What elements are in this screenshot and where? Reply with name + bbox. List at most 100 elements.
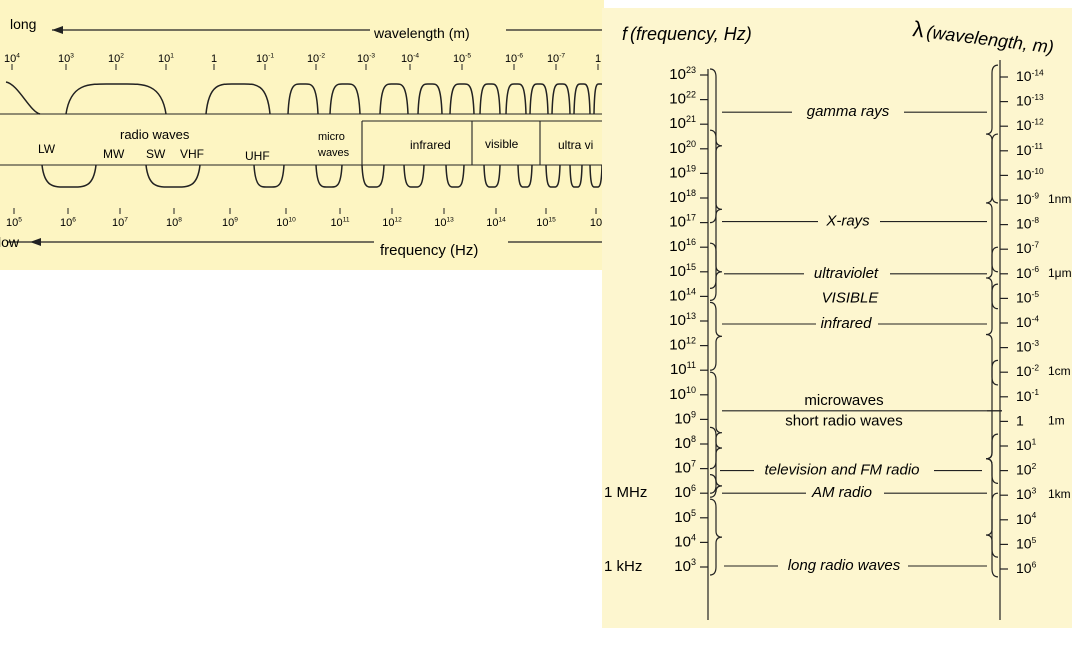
wavelength-scale-label: 10-1 [1016,387,1039,404]
spectrum-scale-diagram: f (frequency, Hz) λ(wavelength, m) 1023 10… [604,16,1072,620]
wavelength-scale-label: 10-6 [1016,264,1039,281]
micro-label: micro [318,131,345,143]
frequency-brace [709,426,723,470]
wavelength-scale-label: 103 [1016,486,1037,503]
frequency-brace [709,474,723,498]
frequency-brace [709,371,723,494]
frequency-tick-label: 1013 [434,217,454,229]
frequency-scale-label: 107 [674,459,696,477]
frequency-scale-label: 1012 [669,336,696,354]
arrow-left-icon [30,238,41,246]
frequency-tick-label: 109 [222,217,238,229]
frequency-scale-label: 1017 [669,213,696,231]
wavelength-scale-label: 10-10 [1016,166,1044,183]
frequency-scale-label: 103 [674,557,696,575]
frequency-scale-label: 104 [674,532,696,550]
wavelength-scale-label: 1 [1016,412,1024,428]
region-labels: gamma rays X-rays ultraviolet VISIBLE infrar… [720,103,1002,574]
upper-wave [5,81,604,115]
wavelength-scale-label: 101 [1016,436,1037,453]
spectrum-scale-panel: f (frequency, Hz) λ(wavelength, m) 1023 10… [602,8,1072,628]
wavelength-tick-labels: 104 103 102 101 1 10-1 10-2 10-3 10-4 10-5 10-6 10-… [4,53,601,70]
wavelength-scale-label: 106 [1016,559,1037,576]
region-label: long radio waves [788,557,901,574]
wavelength-scale-label: 10-2 [1016,363,1039,380]
frequency-brace [709,242,723,301]
wavelength-title: λ(wavelength, m) [911,16,1055,58]
frequency-scale-label: 1023 [669,65,696,83]
wavelength-tick-label: 101 [158,53,174,65]
frequency-tick-label: 105 [6,217,22,229]
frequency-scale: 1023 1022 1021 1020 1019 1018 1017 1016 1015 1014… [604,65,709,620]
wavelength-tick-label: 103 [58,53,74,65]
region-label: ultraviolet [814,265,879,282]
region-label: AM radio [811,484,872,501]
wavelength-tick-label: 1 [211,53,217,65]
wavelength-scale-label: 10-7 [1016,240,1039,257]
wavelength-tick-label: 10-7 [547,53,565,65]
frequency-scale-label: 1010 [669,385,696,403]
frequency-tick-label: 106 [60,217,76,229]
low-label: low [0,234,20,250]
wavelength-scale-label: 10-12 [1016,117,1044,134]
frequency-tick-label: 108 [166,217,182,229]
band-label-mw: MW [103,147,125,161]
region-braces [709,64,999,578]
wavelength-unit-label: 1km [1048,487,1071,501]
radio-waves-label: radio waves [120,127,190,142]
frequency-scale-label: 108 [674,434,696,452]
wavelength-scale-label: 10-11 [1016,141,1043,158]
frequency-scale-label: 105 [674,508,696,526]
frequency-prefix-label: 1 MHz [604,484,647,501]
wavelength-scale-label: 104 [1016,510,1037,527]
frequency-scale-label: 1014 [669,286,696,304]
wavelength-tick-label: 1 [595,53,601,65]
wavelength-scale-label: 105 [1016,535,1037,552]
wavelength-tick-label: 104 [4,53,20,65]
frequency-scale-label: 1020 [669,139,696,157]
frequency-tick-label: 10 [590,217,602,229]
band-label-vhf: VHF [180,147,204,161]
region-label: X-rays [825,213,870,230]
frequency-scale-label: 1013 [669,311,696,329]
wavelength-unit-label: 1cm [1048,364,1071,378]
region-label: short radio waves [785,412,903,429]
spectrum-strip-diagram: long wavelength (m) 104 103 102 101 1 10-1 10-… [0,16,604,259]
wavelength-scale-label: 10-8 [1016,215,1039,232]
lower-wave [41,164,603,188]
frequency-scale-label: 1016 [669,237,696,255]
frequency-prefix-label: 1 kHz [604,558,642,575]
wavelength-scale-label: 10-5 [1016,289,1039,306]
wavelength-tick-label: 102 [108,53,124,65]
band-label-uhf: UHF [245,149,270,163]
frequency-tick-label: 1012 [382,217,402,229]
wavelength-unit-label: 1m [1048,413,1065,427]
frequency-brace [709,498,723,576]
frequency-title: f (frequency, Hz) [622,24,752,44]
frequency-tick-labels: 105 106 107 108 109 1010 1011 1012 1013 1014 1015 1… [6,208,602,229]
band-label-lw: LW [38,142,56,156]
infrared-band-label: infrared [410,138,451,152]
region-label: gamma rays [807,103,890,120]
frequency-brace [709,301,723,371]
frequency-tick-label: 107 [112,217,128,229]
region-label: infrared [821,315,873,332]
wavelength-unit-label: 1nm [1048,192,1071,206]
wavelength-tick-label: 10-6 [505,53,523,65]
frequency-scale-label: 1021 [669,114,696,132]
frequency-tick-label: 1010 [276,217,296,229]
visible-band-label: visible [485,137,519,151]
frequency-tick-label: 1011 [330,217,349,229]
ultraviolet-band-label: ultra vi [558,138,593,152]
frequency-tick-label: 1014 [486,217,506,229]
wavelength-tick-label: 10-3 [357,53,375,65]
region-label: VISIBLE [822,289,880,306]
frequency-tick-label: 1015 [536,217,556,229]
wavelength-tick-label: 10-1 [256,53,274,65]
frequency-scale-label: 1015 [669,262,696,280]
band-label-sw: SW [146,147,166,161]
spectrum-strip-panel: long wavelength (m) 104 103 102 101 1 10-1 10-… [0,0,604,270]
wavelength-scale-label: 10-9 [1016,190,1039,207]
frequency-scale-label: 109 [674,409,696,427]
